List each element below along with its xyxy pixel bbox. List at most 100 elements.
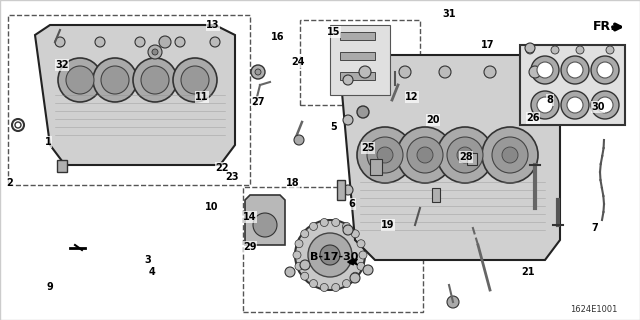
- Circle shape: [606, 46, 614, 54]
- Circle shape: [551, 46, 559, 54]
- Text: 14: 14: [243, 212, 257, 222]
- Text: 9: 9: [47, 282, 53, 292]
- Circle shape: [295, 240, 303, 248]
- Circle shape: [320, 245, 340, 265]
- Polygon shape: [330, 25, 390, 95]
- Text: 15: 15: [327, 27, 340, 37]
- Bar: [340, 32, 375, 40]
- Text: 8: 8: [547, 95, 554, 105]
- Circle shape: [294, 135, 304, 145]
- Circle shape: [343, 185, 353, 195]
- Text: 3: 3: [145, 255, 152, 265]
- Bar: [370, 159, 382, 175]
- Circle shape: [310, 280, 317, 288]
- Circle shape: [537, 62, 553, 78]
- Circle shape: [526, 46, 534, 54]
- Circle shape: [148, 45, 162, 59]
- Circle shape: [95, 37, 105, 47]
- Circle shape: [407, 137, 443, 173]
- Bar: [340, 52, 375, 60]
- Circle shape: [55, 37, 65, 47]
- Circle shape: [351, 272, 359, 280]
- Circle shape: [561, 56, 589, 84]
- Text: 20: 20: [426, 115, 440, 125]
- Bar: [340, 72, 375, 80]
- Circle shape: [531, 56, 559, 84]
- Circle shape: [93, 58, 137, 102]
- Text: 29: 29: [243, 242, 257, 252]
- Circle shape: [343, 225, 353, 235]
- Circle shape: [492, 137, 528, 173]
- Text: 31: 31: [442, 9, 456, 19]
- Text: 23: 23: [225, 172, 239, 182]
- Circle shape: [301, 230, 308, 238]
- Text: 30: 30: [591, 102, 605, 112]
- Bar: [432, 188, 440, 202]
- Polygon shape: [245, 195, 285, 245]
- Circle shape: [399, 66, 411, 78]
- Polygon shape: [340, 55, 560, 260]
- Text: 16: 16: [271, 32, 285, 42]
- Circle shape: [597, 62, 613, 78]
- Circle shape: [133, 58, 177, 102]
- Circle shape: [439, 66, 451, 78]
- Polygon shape: [35, 25, 235, 165]
- Text: 24: 24: [291, 57, 305, 67]
- Text: 27: 27: [252, 97, 265, 107]
- Text: 10: 10: [205, 202, 219, 212]
- Circle shape: [66, 66, 94, 94]
- Circle shape: [576, 46, 584, 54]
- Circle shape: [484, 66, 496, 78]
- Circle shape: [301, 272, 308, 280]
- Circle shape: [377, 147, 393, 163]
- Circle shape: [525, 43, 535, 53]
- Circle shape: [537, 97, 553, 113]
- Text: 7: 7: [591, 223, 598, 233]
- Circle shape: [251, 65, 265, 79]
- Circle shape: [255, 69, 261, 75]
- Bar: [300, 20, 420, 105]
- Circle shape: [359, 251, 367, 259]
- Circle shape: [342, 222, 351, 230]
- Circle shape: [343, 115, 353, 125]
- Circle shape: [531, 91, 559, 119]
- Circle shape: [437, 127, 493, 183]
- Circle shape: [591, 56, 619, 84]
- Text: 18: 18: [286, 178, 300, 188]
- Circle shape: [173, 58, 217, 102]
- Circle shape: [159, 36, 171, 48]
- Bar: [243, 187, 423, 312]
- Text: 1: 1: [45, 137, 51, 147]
- Circle shape: [482, 127, 538, 183]
- Text: 19: 19: [381, 220, 395, 230]
- Circle shape: [285, 267, 295, 277]
- Circle shape: [332, 219, 340, 227]
- Circle shape: [367, 137, 403, 173]
- Circle shape: [359, 66, 371, 78]
- Circle shape: [210, 37, 220, 47]
- Text: 5: 5: [331, 122, 337, 132]
- Text: FR.: FR.: [593, 20, 616, 33]
- Text: 32: 32: [55, 60, 68, 70]
- Circle shape: [253, 213, 277, 237]
- Text: 26: 26: [526, 113, 540, 123]
- Circle shape: [529, 66, 541, 78]
- Circle shape: [300, 260, 310, 270]
- Circle shape: [320, 219, 328, 227]
- Circle shape: [447, 296, 459, 308]
- Circle shape: [357, 127, 413, 183]
- Text: 2: 2: [6, 178, 13, 188]
- Circle shape: [308, 233, 352, 277]
- Circle shape: [175, 37, 185, 47]
- Text: B-17-30: B-17-30: [310, 252, 358, 262]
- Circle shape: [135, 37, 145, 47]
- Circle shape: [295, 262, 303, 270]
- Circle shape: [351, 230, 359, 238]
- Circle shape: [310, 222, 317, 230]
- Bar: [337, 180, 345, 200]
- Circle shape: [320, 284, 328, 292]
- Text: 13: 13: [206, 20, 220, 30]
- Text: 28: 28: [459, 152, 473, 162]
- Circle shape: [357, 106, 369, 118]
- Circle shape: [567, 97, 583, 113]
